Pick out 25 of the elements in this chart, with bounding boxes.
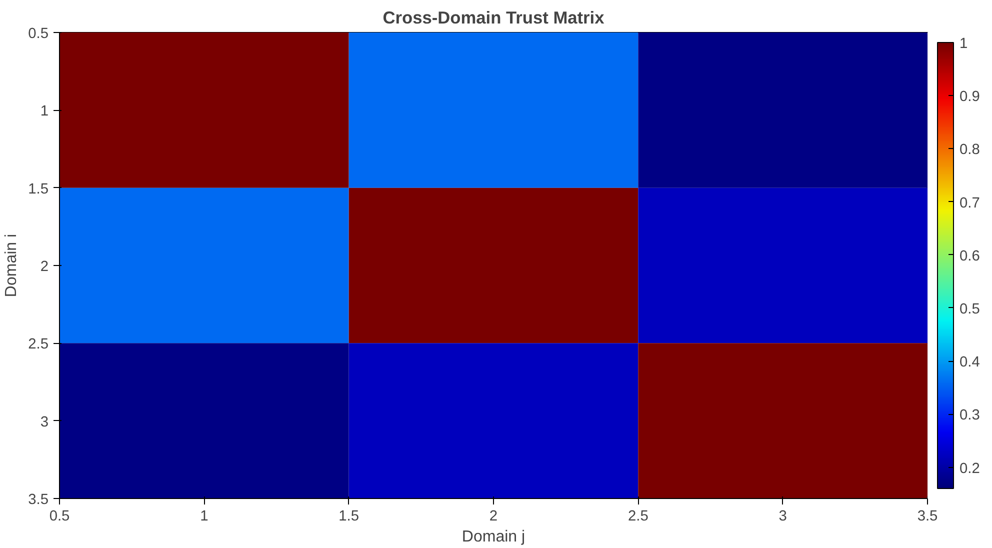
color-bar-label: 0.2 [960,460,980,477]
y-tick-label: 0.5 [28,26,48,42]
y-tick-label: 2 [40,259,49,275]
color-bar-label: 0.8 [960,142,980,158]
chart-title: Cross-Domain Trust Matrix [382,8,605,28]
color-bar-label: 0.3 [960,408,980,424]
color-bar-label: 0.9 [960,89,980,106]
y-axis-title: Domain i [3,234,20,298]
y-tick-label: 3 [40,414,49,430]
x-tick-label: 3.5 [917,508,938,524]
y-tick-label: 2.5 [28,336,48,353]
color-bar-label: 0.4 [960,354,980,371]
color-bar-label: 1 [960,36,968,52]
y-tick-label: 1.5 [28,181,48,198]
color-bar-label: 0.6 [960,248,980,264]
x-axis-title: Domain j [462,528,526,546]
x-tick-label: 2 [489,508,498,524]
x-tick-label: 3 [778,508,787,524]
x-tick-label: 2.5 [628,508,648,524]
x-tick-label: 1.5 [338,508,360,524]
y-tick-label: 1 [40,104,49,120]
x-tick-label: 1 [200,508,208,524]
color-bar-label: 0.5 [960,301,980,318]
color-bar-label: 0.7 [960,195,980,212]
y-tick-label: 3.5 [28,492,48,508]
